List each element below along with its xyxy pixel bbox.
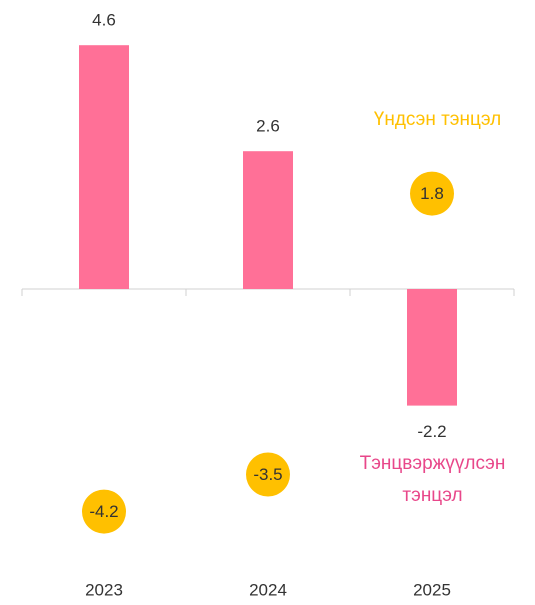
value-label: -2.2 [417,422,446,441]
point-marker [410,171,454,216]
legend-label: Үндсэн тэнцэл [373,109,502,130]
value-label: 2.6 [256,117,280,136]
x-tick-label: 2024 [249,580,287,599]
x-tick-label: 2023 [85,580,123,599]
value-label: -4.2 [89,502,118,521]
value-label: 4.6 [92,11,116,30]
value-label: 1.8 [420,184,444,203]
point-marker [246,452,290,497]
legend-label: Тэнцвэржүүлсэн тэнцэл [359,453,506,506]
point-marker [82,489,126,534]
value-label: -3.5 [253,465,282,484]
bar [407,289,457,406]
bar [79,45,129,290]
bar [243,151,293,289]
x-tick-label: 2025 [413,580,451,599]
